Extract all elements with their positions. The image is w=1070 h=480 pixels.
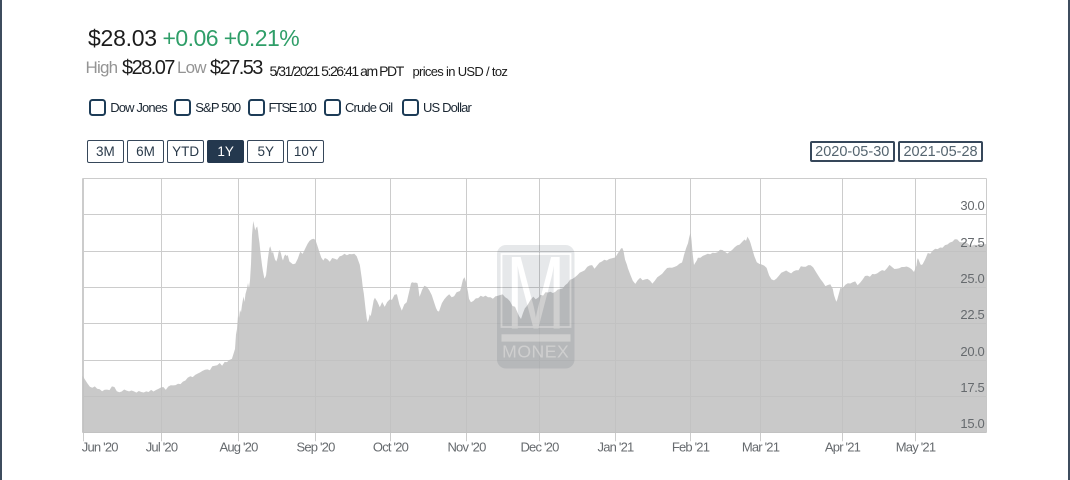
svg-text:Dec '20: Dec '20: [520, 440, 559, 455]
svg-text:27.5: 27.5: [960, 235, 984, 250]
svg-text:25.0: 25.0: [960, 271, 984, 286]
svg-text:30.0: 30.0: [960, 198, 984, 213]
svg-text:22.5: 22.5: [960, 307, 984, 322]
svg-text:Feb '21: Feb '21: [672, 440, 710, 455]
svg-text:15.0: 15.0: [960, 416, 984, 431]
svg-text:May '21: May '21: [896, 440, 936, 455]
svg-text:Jun '20: Jun '20: [82, 440, 118, 455]
svg-text:MONEX: MONEX: [502, 342, 569, 362]
svg-text:Oct '20: Oct '20: [373, 440, 409, 455]
svg-text:17.5: 17.5: [960, 380, 984, 395]
svg-text:Nov '20: Nov '20: [447, 440, 486, 455]
svg-text:Aug '20: Aug '20: [219, 440, 258, 455]
svg-text:20.0: 20.0: [960, 344, 984, 359]
svg-text:Mar '21: Mar '21: [742, 440, 780, 455]
svg-text:Jul '20: Jul '20: [146, 440, 178, 455]
svg-text:Sep '20: Sep '20: [296, 440, 335, 455]
svg-text:Apr '21: Apr '21: [825, 440, 861, 455]
svg-text:M: M: [506, 235, 565, 350]
svg-text:Jan '21: Jan '21: [598, 440, 634, 455]
